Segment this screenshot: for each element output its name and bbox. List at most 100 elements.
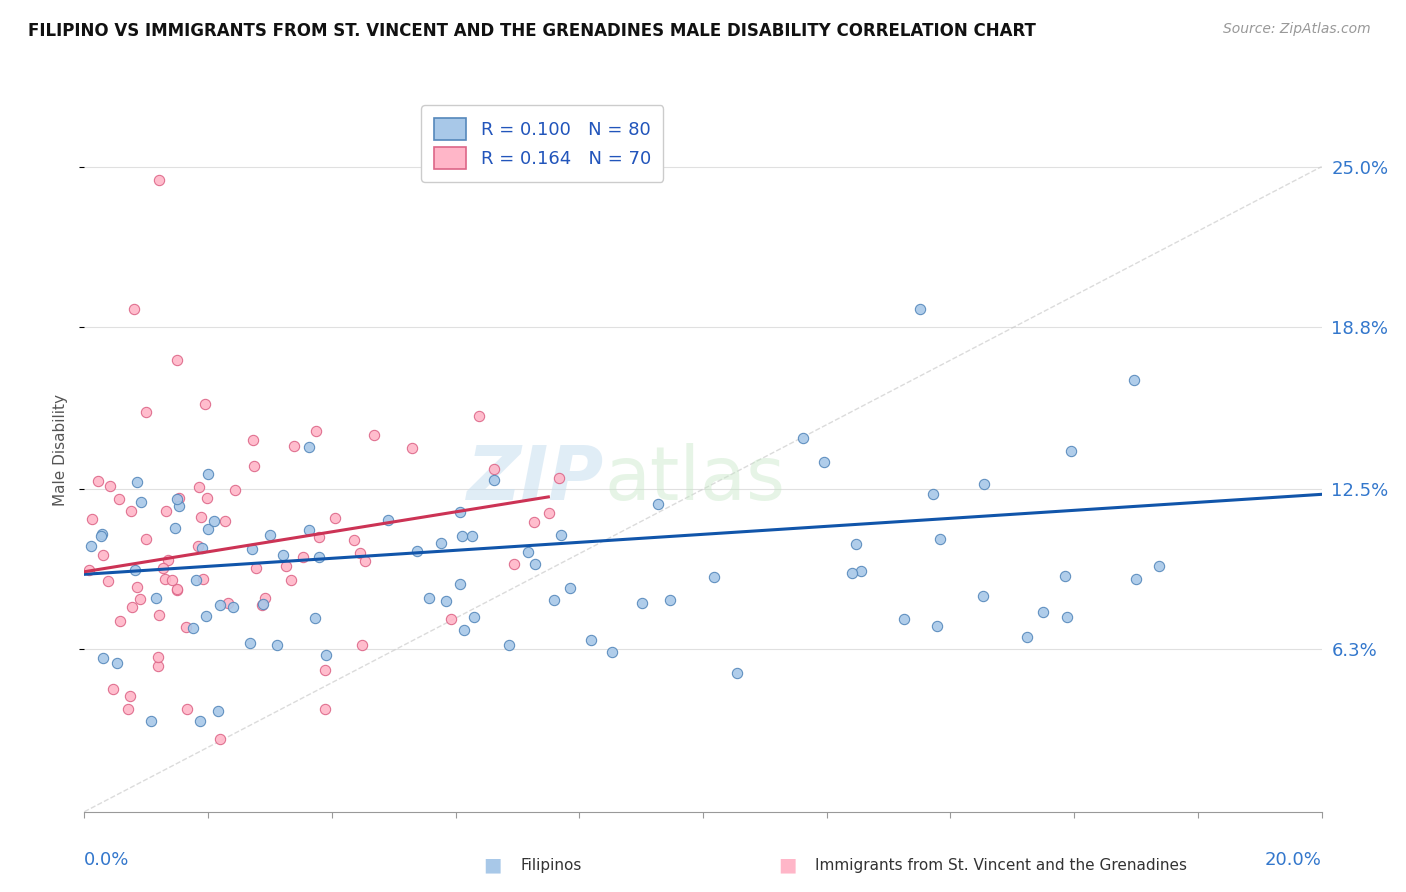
Point <box>928 532 950 546</box>
Point <box>217 596 239 610</box>
Point <box>122 301 145 316</box>
Point <box>298 441 321 455</box>
Point <box>146 658 169 673</box>
Point <box>973 477 995 491</box>
Point <box>77 563 100 577</box>
Point <box>893 612 915 626</box>
Point <box>197 467 219 482</box>
Point <box>80 512 103 526</box>
Point <box>461 529 484 543</box>
Point <box>252 597 274 611</box>
Point <box>658 592 681 607</box>
Text: ■: ■ <box>778 855 797 875</box>
Point <box>276 558 298 573</box>
Point <box>117 701 139 715</box>
Point <box>703 570 725 584</box>
Point <box>101 682 124 697</box>
Point <box>266 638 288 652</box>
Point <box>98 479 121 493</box>
Point <box>308 550 330 565</box>
Point <box>314 701 336 715</box>
Point <box>453 624 475 638</box>
Point <box>242 541 264 556</box>
Point <box>350 638 373 652</box>
Text: 0.0%: 0.0% <box>84 852 129 870</box>
Point <box>841 566 863 581</box>
Point <box>188 714 211 729</box>
Point <box>124 563 146 577</box>
Point <box>152 561 174 575</box>
Point <box>90 529 112 543</box>
Point <box>167 499 190 513</box>
Point <box>120 503 142 517</box>
Point <box>315 648 337 662</box>
Point <box>1123 373 1146 387</box>
Point <box>418 591 440 605</box>
Point <box>550 527 572 541</box>
Point <box>222 600 245 615</box>
Point <box>440 612 463 626</box>
Point <box>630 596 652 610</box>
Text: ZIP: ZIP <box>467 442 605 516</box>
Point <box>250 598 273 612</box>
Point <box>105 657 128 671</box>
Point <box>97 574 120 589</box>
Point <box>792 431 814 445</box>
Point <box>323 511 346 525</box>
Point <box>1147 559 1170 574</box>
Point <box>502 558 524 572</box>
Point <box>91 548 114 562</box>
Point <box>548 471 571 485</box>
Point <box>484 462 506 476</box>
Point <box>254 591 277 605</box>
Point <box>146 649 169 664</box>
Point <box>449 577 471 591</box>
Point <box>972 589 994 603</box>
Point <box>120 689 142 703</box>
Point <box>245 560 267 574</box>
Point <box>283 439 305 453</box>
Point <box>135 532 157 546</box>
Point <box>167 491 190 505</box>
Point <box>451 529 474 543</box>
Point <box>186 573 208 587</box>
Point <box>195 491 218 505</box>
Point <box>1032 605 1054 619</box>
Point <box>148 608 170 623</box>
Text: Source: ZipAtlas.com: Source: ZipAtlas.com <box>1223 22 1371 37</box>
Point <box>91 650 114 665</box>
Point <box>224 483 246 497</box>
Point <box>925 619 948 633</box>
Point <box>813 455 835 469</box>
Point <box>125 580 148 594</box>
Point <box>354 553 377 567</box>
Point <box>1060 443 1083 458</box>
Point <box>292 549 315 564</box>
Legend: R = 0.100   N = 80, R = 0.164   N = 70: R = 0.100 N = 80, R = 0.164 N = 70 <box>420 105 664 182</box>
Point <box>187 540 209 554</box>
Point <box>517 545 540 559</box>
Point <box>166 491 188 506</box>
Text: Immigrants from St. Vincent and the Grenadines: Immigrants from St. Vincent and the Gren… <box>815 858 1188 872</box>
Point <box>523 515 546 529</box>
Point <box>197 522 219 536</box>
Point <box>401 441 423 455</box>
Point <box>524 557 547 571</box>
Point <box>107 491 129 506</box>
Point <box>181 621 204 635</box>
Point <box>187 480 209 494</box>
Point <box>209 732 232 747</box>
Point <box>166 582 188 596</box>
Point <box>922 487 945 501</box>
Point <box>166 353 188 368</box>
Point <box>191 541 214 556</box>
Text: 20.0%: 20.0% <box>1265 852 1322 870</box>
Point <box>406 543 429 558</box>
Point <box>108 615 131 629</box>
Point <box>1125 572 1147 586</box>
Text: Filipinos: Filipinos <box>520 858 582 872</box>
Point <box>190 509 212 524</box>
Point <box>194 397 217 411</box>
Point <box>135 405 157 419</box>
Text: ■: ■ <box>482 855 502 875</box>
